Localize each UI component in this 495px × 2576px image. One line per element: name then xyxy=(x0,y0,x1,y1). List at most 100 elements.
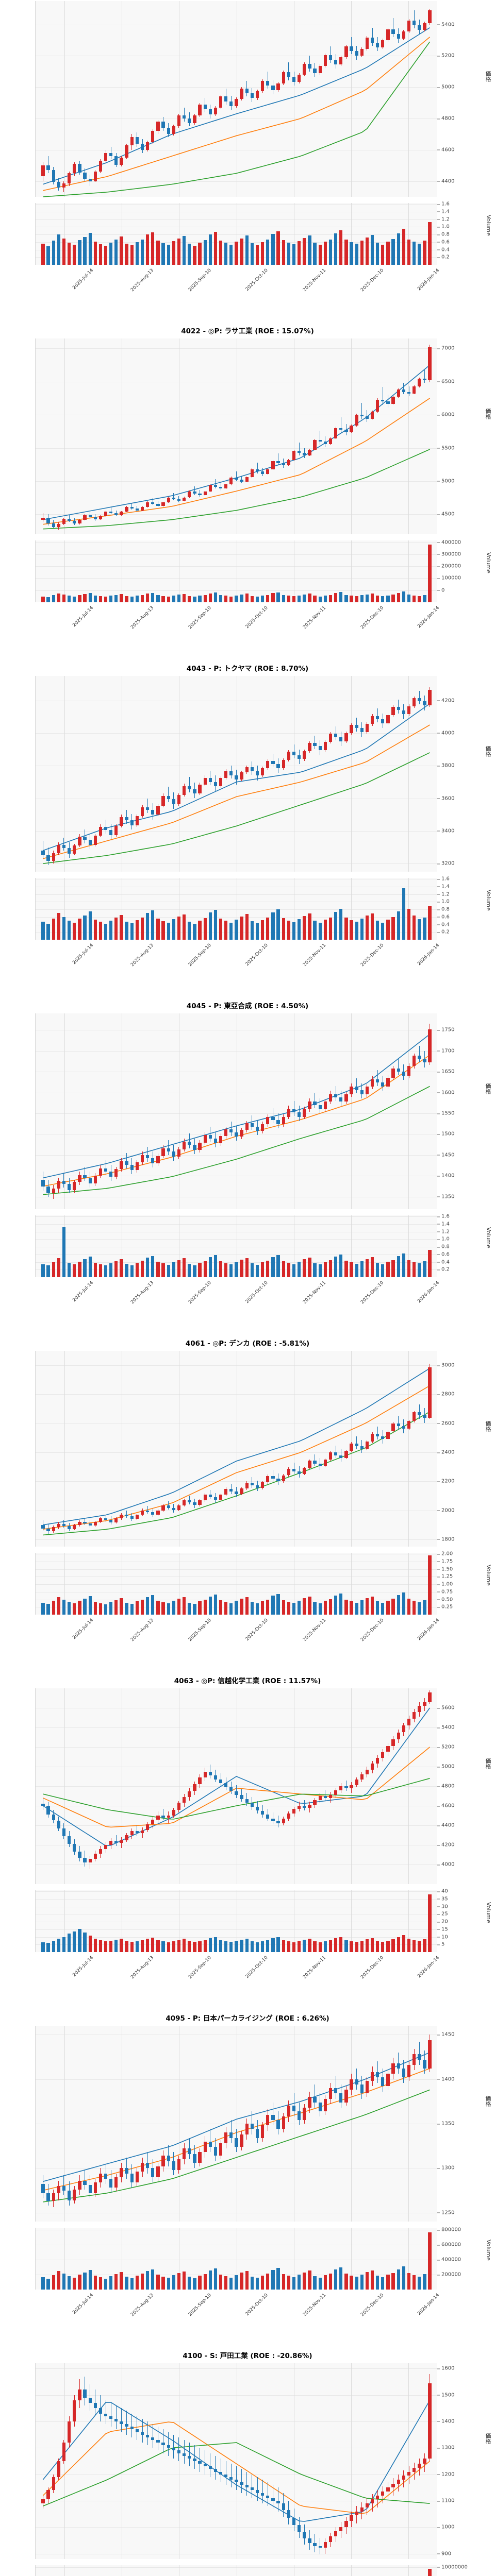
candle-body xyxy=(156,1156,160,1164)
candlestick xyxy=(412,2363,416,2559)
volume-bar xyxy=(407,595,411,602)
candle-body xyxy=(104,1168,108,1172)
volume-bar xyxy=(125,1602,128,1615)
volume-bar xyxy=(318,923,322,940)
candle-body xyxy=(323,55,327,66)
candle-body xyxy=(255,91,259,98)
candlestick xyxy=(282,2026,285,2222)
candle-body xyxy=(93,1522,97,1526)
candlestick xyxy=(376,1688,380,1884)
candlestick xyxy=(67,338,71,534)
price-y-tick: 2000 xyxy=(437,1507,454,1513)
candle-body xyxy=(240,2134,243,2147)
candle-body xyxy=(156,2439,160,2443)
volume-bar xyxy=(73,2277,76,2290)
volume-bar xyxy=(376,920,380,940)
price-plot-area[interactable]: 4000 4200 4400 4600 4800 5000 5200 5400 5600 xyxy=(35,1688,454,1884)
candle-body xyxy=(140,507,144,511)
volume-bar xyxy=(198,596,202,602)
x-axis-tick-label: 2025-Jul-14 xyxy=(71,1955,94,1978)
candle-body xyxy=(104,2173,108,2179)
volume-bar xyxy=(266,1261,270,1277)
gridline xyxy=(351,2228,352,2290)
volume-plot-area[interactable]: 0 100000 200000 300000 400000 xyxy=(35,539,461,602)
volume-bar xyxy=(167,245,170,265)
price-plot-area[interactable]: 1800 2000 2200 2400 2600 2800 3000 xyxy=(35,1351,454,1547)
volume-plot-area[interactable]: 200000040000006000000800000010000000 xyxy=(35,2564,468,2576)
volume-plot-area[interactable]: 0.2 0.4 0.6 0.8 1.0 1.2 1.4 1.6 xyxy=(35,1214,450,1277)
price-y-tick: 2200 xyxy=(437,1479,454,1484)
volume-bar xyxy=(57,1258,60,1277)
price-plot-area[interactable]: 3200 3400 3600 3800 4000 4200 xyxy=(35,676,454,872)
candlestick xyxy=(182,2363,186,2559)
candle-body xyxy=(78,1852,81,1858)
candlestick xyxy=(140,1,144,197)
price-plot-area[interactable]: 1250 1300 1350 1400 1450 xyxy=(35,2026,454,2222)
candlestick xyxy=(130,1688,134,1884)
candle-body xyxy=(355,725,358,728)
candlestick xyxy=(370,338,374,534)
candle-body xyxy=(266,1116,270,1125)
candlestick xyxy=(328,1688,333,1884)
candle-body xyxy=(391,1068,395,1078)
candlestick xyxy=(328,2363,333,2559)
candle-body xyxy=(167,1816,170,1818)
x-axis-tick-label: 2025-Aug-13 xyxy=(130,1280,155,1306)
candlestick xyxy=(282,1351,285,1547)
volume-bar xyxy=(428,1249,432,1277)
candle-body xyxy=(161,795,165,806)
candle-body xyxy=(428,2040,432,2069)
volume-bar xyxy=(235,1601,238,1615)
candle-body xyxy=(323,1101,327,1109)
candlestick xyxy=(109,1,113,197)
candlestick xyxy=(46,338,50,534)
candle-body xyxy=(376,42,380,47)
price-plot-area[interactable]: 1350 1400 1450 1500 1550 1600 1650 1700 1750 xyxy=(35,1013,454,1209)
volume-y-tick: 1.6 xyxy=(437,876,450,882)
volume-bar xyxy=(83,915,87,940)
volume-y-tick: 200000 xyxy=(437,2272,461,2278)
volume-bar xyxy=(135,242,139,265)
candle-body xyxy=(151,1158,155,1164)
volume-bar xyxy=(182,594,186,602)
candle-body xyxy=(344,2520,348,2528)
volume-bar xyxy=(397,1595,400,1615)
price-plot-area[interactable]: 900 1000 1100 1200 1300 1400 1500 1600 xyxy=(35,2363,454,2559)
volume-bar xyxy=(235,919,238,940)
candle-body xyxy=(276,764,280,768)
volume-plot-area[interactable]: 0.2 0.4 0.6 0.8 1.0 1.2 1.4 1.6 xyxy=(35,876,450,940)
volume-bar xyxy=(240,1260,243,1277)
volume-bar xyxy=(250,1941,254,1952)
candlestick xyxy=(308,2363,311,2559)
candle-body xyxy=(355,2079,358,2084)
volume-plot-area[interactable]: 0.2 0.4 0.6 0.8 1.0 1.2 1.4 1.6 xyxy=(35,201,450,265)
volume-bar xyxy=(151,1938,155,1952)
candlestick xyxy=(219,1351,223,1547)
price-plot-area[interactable]: 4400 4600 4800 5000 5200 5400 xyxy=(35,1,454,197)
price-plot-area[interactable]: 4500 5000 5500 6000 6500 7000 xyxy=(35,338,454,534)
candlestick xyxy=(224,1013,228,1209)
volume-bar xyxy=(156,1600,160,1615)
volume-plot-area[interactable]: 200000 400000 600000 800000 xyxy=(35,2227,461,2290)
candlestick xyxy=(125,1351,128,1547)
candle-body xyxy=(250,1482,254,1486)
candlestick xyxy=(418,2026,421,2222)
candle-body xyxy=(93,836,97,845)
candle-body xyxy=(428,10,432,23)
volume-bar xyxy=(271,593,275,602)
volume-plot-area[interactable]: 0.25 0.50 0.75 1.00 1.25 1.50 1.75 2.00 xyxy=(35,1551,453,1615)
candle-body xyxy=(266,1815,270,1819)
candlestick xyxy=(339,1,343,197)
volume-bar xyxy=(156,919,160,940)
volume-bar xyxy=(386,1600,390,1615)
candle-body xyxy=(250,93,254,98)
candlestick xyxy=(428,2026,432,2222)
volume-bar xyxy=(370,2270,374,2290)
candle-body xyxy=(146,1155,150,1159)
volume-y-tick: 400000 xyxy=(437,539,461,545)
candle-body xyxy=(292,752,296,755)
volume-bar xyxy=(130,1603,134,1615)
volume-plot-area[interactable]: 5 10 15 20 25 30 35 40 xyxy=(35,1889,448,1952)
candle-body xyxy=(188,2455,191,2459)
volume-bar xyxy=(198,242,202,265)
